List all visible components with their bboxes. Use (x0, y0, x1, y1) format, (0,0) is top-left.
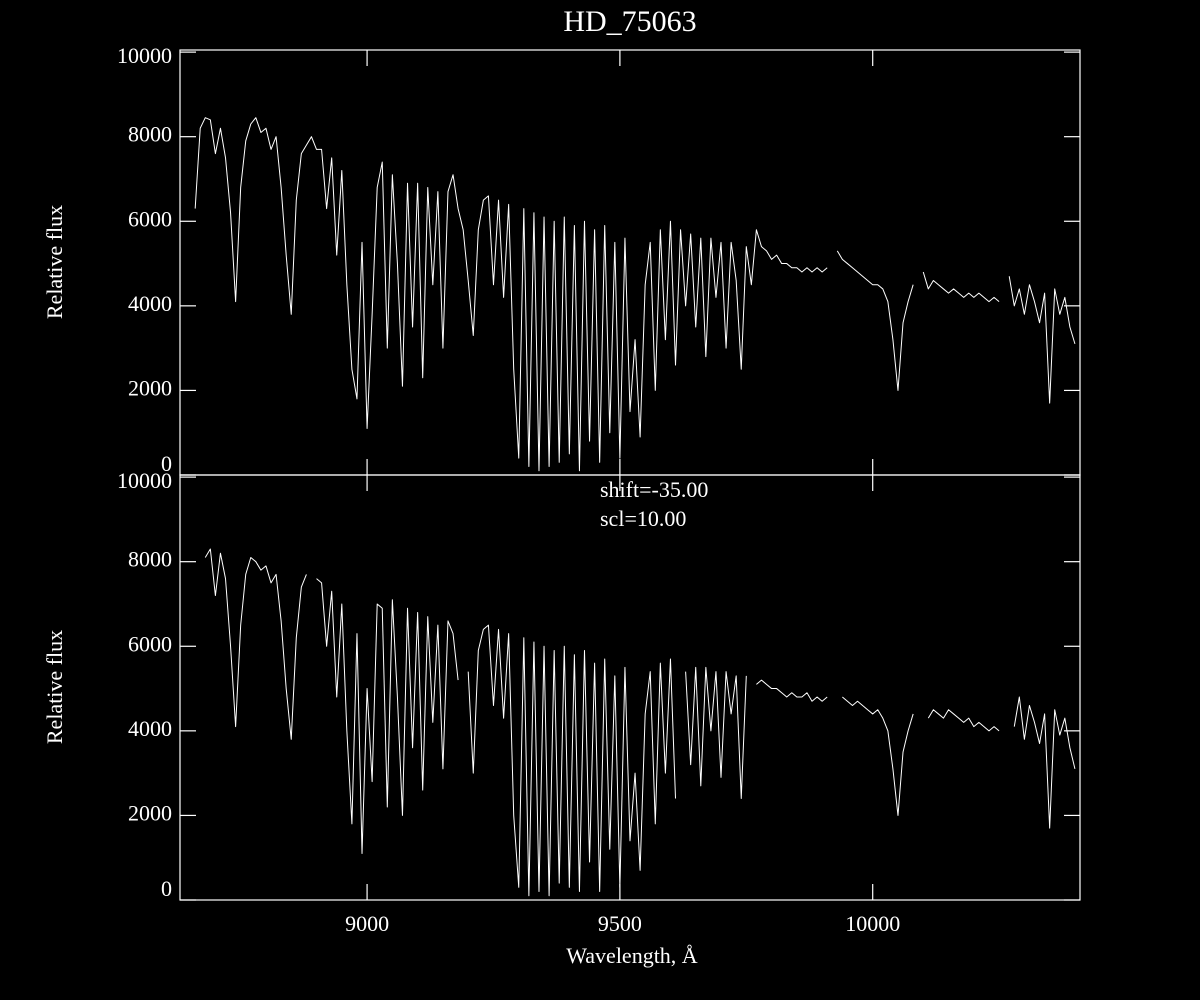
y-tick-label: 8000 (128, 122, 172, 147)
y-tick-label: 10000 (117, 468, 172, 493)
y-tick-label: 6000 (128, 206, 172, 231)
x-axis-label: Wavelength, Å (566, 943, 698, 968)
annotation: shift=-35.00 (600, 477, 708, 502)
y-axis-label: Relative flux (42, 205, 67, 319)
chart-title: HD_75063 (563, 5, 696, 38)
y-tick-label: 4000 (128, 291, 172, 316)
spectrum-line (204, 548, 1076, 897)
y-tick-label: 6000 (128, 631, 172, 656)
y-tick-label: 8000 (128, 547, 172, 572)
y-tick-label: 10000 (117, 43, 172, 68)
x-tick-label: 9000 (345, 911, 389, 936)
annotation: scl=10.00 (600, 506, 686, 531)
y-tick-label: 2000 (128, 800, 172, 825)
spectrum-line (194, 117, 1076, 472)
y-tick-label: 2000 (128, 375, 172, 400)
plot-frame (179, 474, 1081, 901)
y-axis-label: Relative flux (42, 630, 67, 744)
y-tick-label: 4000 (128, 716, 172, 741)
y-tick-label: 0 (161, 451, 172, 476)
x-tick-label: 9500 (598, 911, 642, 936)
x-tick-label: 10000 (845, 911, 900, 936)
y-tick-label: 0 (161, 876, 172, 901)
